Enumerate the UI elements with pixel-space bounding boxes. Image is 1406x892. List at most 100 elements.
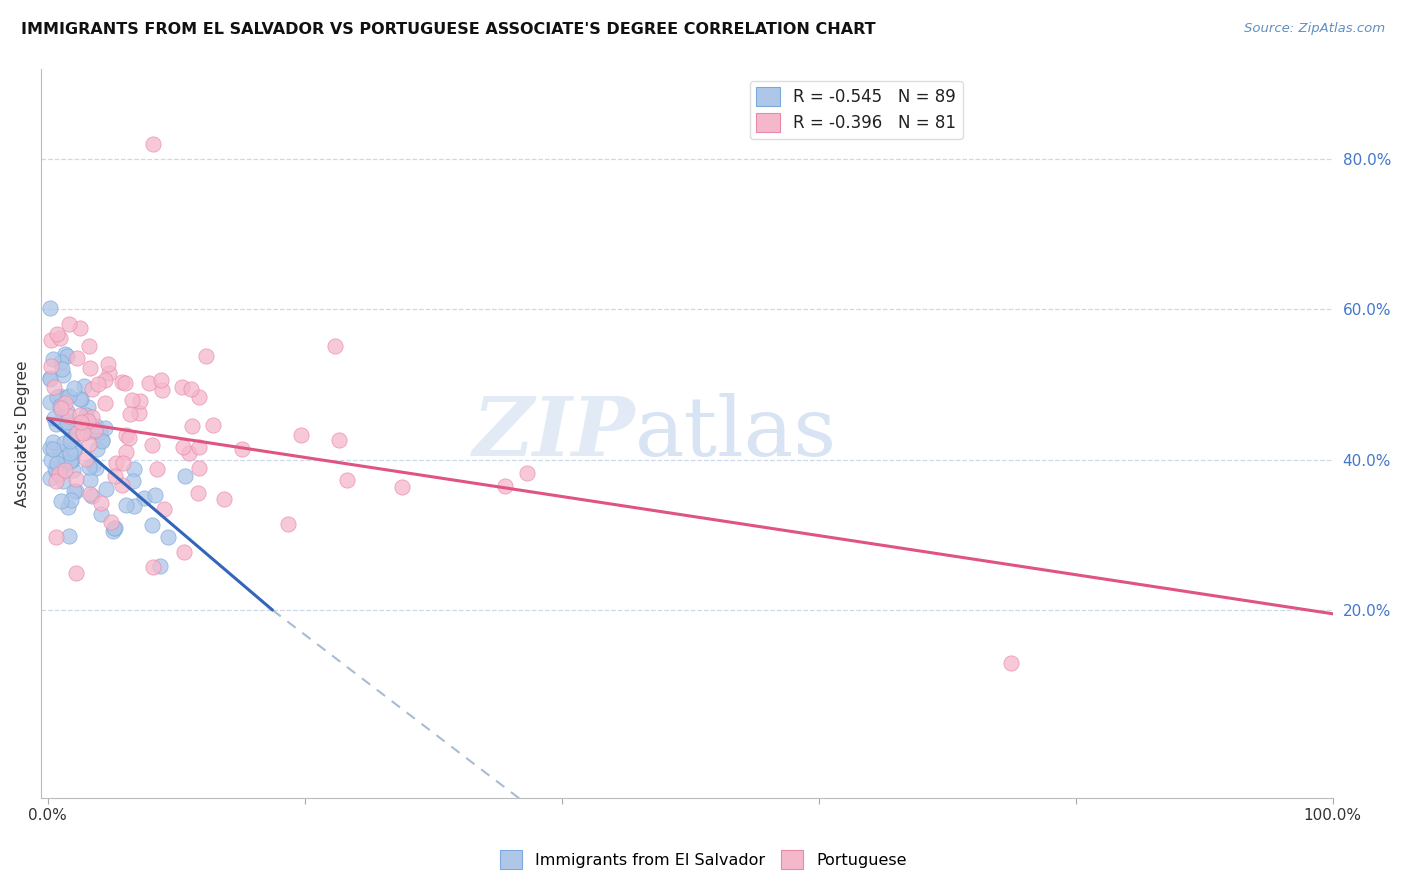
Point [104,468,127,483]
Point [39,471,62,485]
Point [62,424,84,438]
Point [49,331,72,345]
Point [79,473,101,487]
Point [39,441,62,455]
Point [86,442,108,457]
Point [132,491,155,505]
Point [84,461,107,475]
Point [115,427,138,442]
Point [188,390,211,404]
Point [65,440,87,454]
Point [56,404,79,418]
Point [91,433,114,447]
Point [121,474,143,488]
Point [59,415,82,429]
Point [41,442,63,456]
Point [97,367,120,381]
Point [77,459,100,474]
Point [52,368,75,383]
Point [52,474,75,488]
Point [39,359,62,374]
Point [494,479,516,493]
Point [89,425,111,439]
Point [201,418,224,433]
Point [51,362,73,376]
Point [70,415,93,429]
Point [152,384,174,398]
Point [142,560,165,574]
Point [90,507,112,521]
Point [179,446,201,460]
Point [59,493,82,508]
Point [58,529,80,543]
Point [44,461,66,475]
Point [94,421,117,435]
Point [172,380,194,394]
Point [56,500,79,514]
Point [142,136,165,151]
Point [59,434,82,448]
Point [153,501,176,516]
Point [62,463,84,477]
Text: atlas: atlas [636,393,838,474]
Point [39,372,62,386]
Point [172,440,194,454]
Point [104,521,127,535]
Point [328,433,350,447]
Text: ZIP: ZIP [472,393,636,474]
Text: Source: ZipAtlas.com: Source: ZipAtlas.com [1244,22,1385,36]
Point [79,436,101,450]
Point [516,466,538,480]
Point [63,443,86,458]
Point [66,425,89,440]
Point [148,558,170,573]
Point [212,491,235,506]
Point [65,484,87,499]
Point [60,432,83,446]
Point [82,458,104,472]
Point [128,406,150,420]
Point [141,518,163,533]
Legend: R = -0.545   N = 89, R = -0.396   N = 81: R = -0.545 N = 89, R = -0.396 N = 81 [749,80,963,139]
Point [79,487,101,501]
Point [49,403,72,417]
Point [181,418,204,433]
Point [80,382,103,396]
Point [173,545,195,559]
Point [120,407,142,421]
Point [53,458,76,472]
Point [80,410,103,425]
Point [53,463,76,477]
Point [100,516,122,530]
Point [59,453,82,467]
Point [90,496,112,510]
Point [42,351,65,366]
Point [58,317,80,331]
Point [42,411,65,425]
Point [45,464,67,478]
Point [115,444,138,458]
Point [45,417,67,431]
Point [49,494,72,508]
Point [52,436,75,450]
Point [111,478,134,492]
Point [94,482,117,496]
Point [75,409,97,423]
Point [83,423,105,437]
Point [63,442,86,457]
Point [39,370,62,384]
Point [336,474,359,488]
Point [44,380,66,394]
Point [49,389,72,403]
Point [49,399,72,413]
Point [77,400,100,414]
Point [80,489,103,503]
Point [58,420,80,434]
Point [45,474,67,488]
Point [39,453,62,467]
Point [83,425,105,439]
Point [187,486,209,500]
Point [65,566,87,581]
Point [194,349,217,363]
Point [187,461,209,475]
